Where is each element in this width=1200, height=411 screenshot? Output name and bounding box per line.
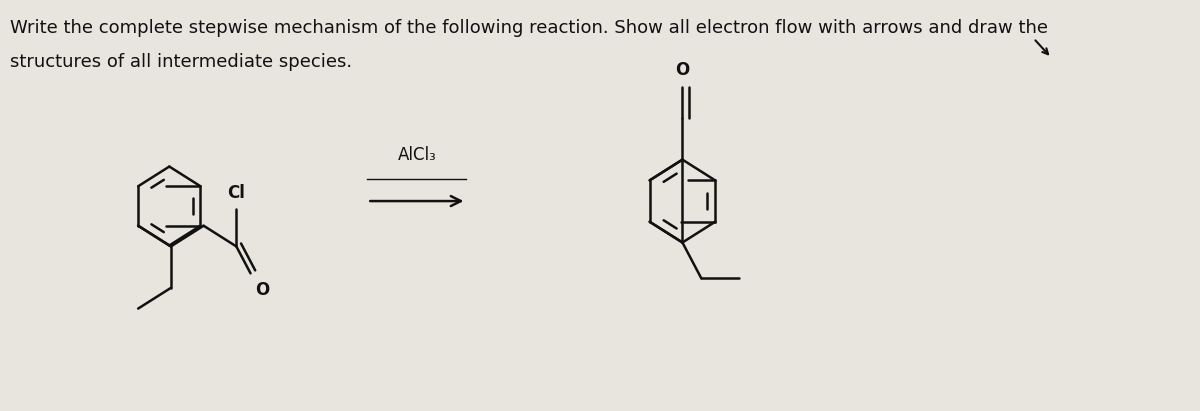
Text: Write the complete stepwise mechanism of the following reaction. Show all electr: Write the complete stepwise mechanism of…: [10, 18, 1048, 37]
Text: O: O: [676, 61, 690, 79]
Text: Cl: Cl: [228, 184, 245, 202]
Text: AlCl₃: AlCl₃: [397, 145, 437, 164]
Text: O: O: [256, 281, 269, 299]
Text: structures of all intermediate species.: structures of all intermediate species.: [10, 53, 352, 71]
